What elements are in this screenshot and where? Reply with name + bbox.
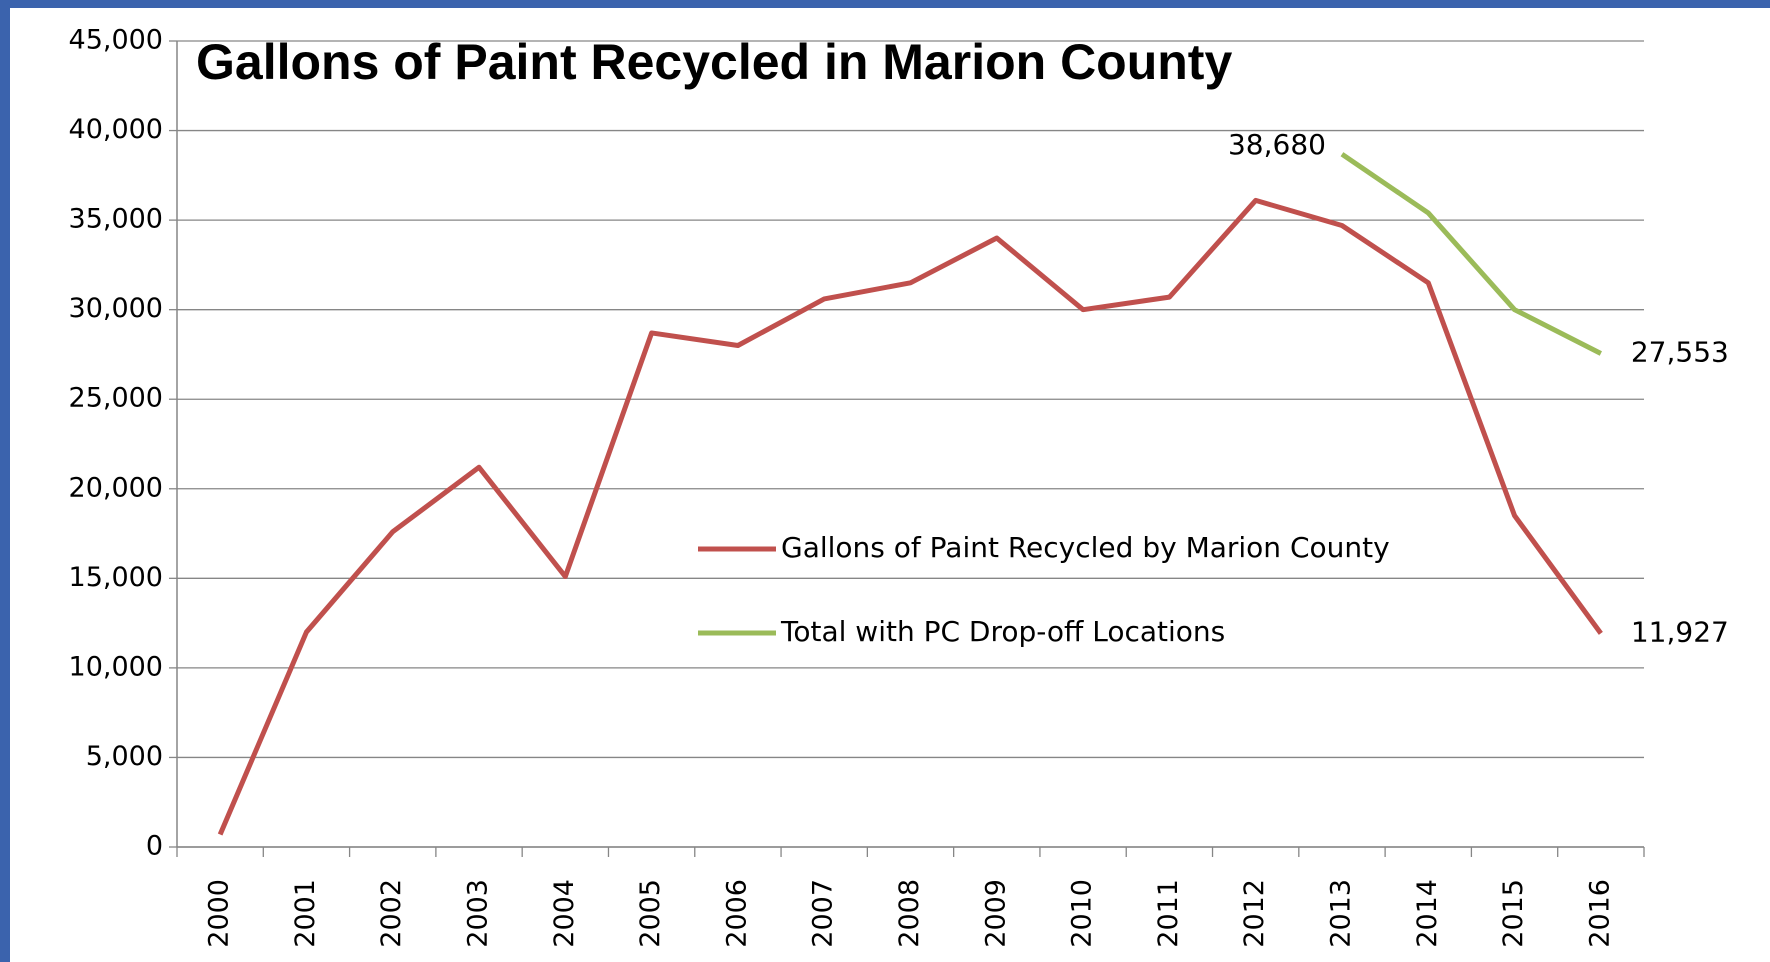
chart-background [10,8,1770,962]
series-line [217,197,1603,836]
y-tick-label: 25,000 [69,383,163,414]
legend-label: Gallons of Paint Recycled by Marion Coun… [781,531,1390,564]
data-label: 11,927 [1631,615,1729,648]
y-tick-label: 30,000 [69,293,163,324]
y-tick-label: 45,000 [69,25,163,56]
x-tick-label: 2011 [1153,879,1184,948]
x-tick-label: 2016 [1584,879,1615,948]
x-tick-label: 2008 [894,879,925,948]
x-tick-label: 2014 [1412,879,1443,948]
series-line [1340,152,1602,356]
y-tick-label: 15,000 [69,562,163,593]
x-tick-label: 2000 [204,879,235,948]
y-tick-label: 40,000 [69,114,163,145]
x-tick-label: 2015 [1498,879,1529,948]
x-tick-label: 2003 [463,879,494,948]
y-tick-label: 0 [146,831,163,862]
y-tick-label: 35,000 [69,204,163,235]
x-tick-label: 2007 [808,879,839,948]
legend-label: Total with PC Drop-off Locations [780,615,1225,648]
x-tick-label: 2005 [635,879,666,948]
y-tick-label: 10,000 [69,651,163,682]
x-tick-label: 2010 [1067,879,1098,948]
y-tick-label: 5,000 [86,741,163,772]
data-label: 38,680 [1228,128,1326,161]
x-tick-label: 2009 [980,879,1011,948]
x-tick-label: 2002 [376,879,407,948]
x-tick-label: 2001 [290,879,321,948]
x-tick-label: 2012 [1239,879,1270,948]
x-tick-label: 2013 [1325,879,1356,948]
x-tick-label: 2004 [549,879,580,948]
y-tick-label: 20,000 [69,472,163,503]
x-tick-label: 2006 [721,879,752,948]
chart-title: Gallons of Paint Recycled in Marion Coun… [196,34,1232,90]
data-label: 27,553 [1631,335,1729,368]
